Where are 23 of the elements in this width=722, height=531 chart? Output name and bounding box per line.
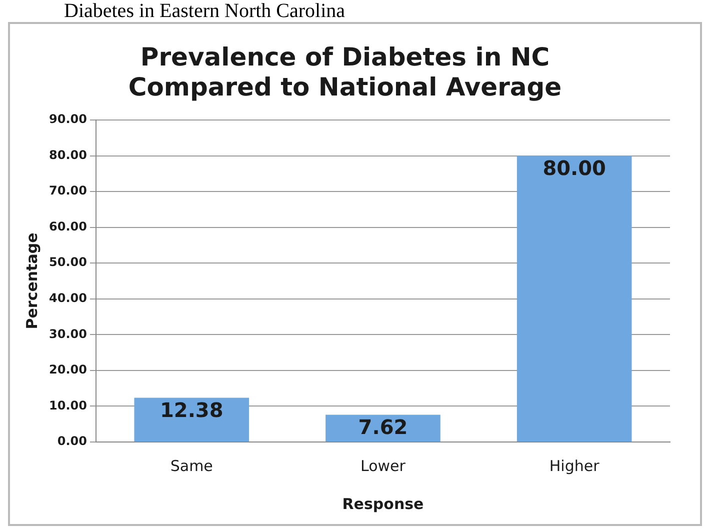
y-tick-label: 50.00 (48, 255, 87, 270)
y-tick-label: 90.00 (48, 112, 87, 126)
bar (134, 398, 250, 442)
y-tick-label: 10.00 (48, 398, 87, 412)
text: Diabetes in Eastern North Carolina (64, 0, 346, 22)
data-label: 7.62 (358, 414, 408, 439)
y-tick-label: 40.00 (48, 291, 87, 306)
y-tick-label: 30.00 (48, 326, 87, 341)
bar (516, 156, 632, 442)
x-axis-title: Response (342, 494, 424, 513)
y-tick-label: 70.00 (48, 184, 87, 198)
y-tick-label: 80.00 (48, 148, 87, 162)
y-tick-label: 0.00 (57, 434, 87, 448)
y-tick-label: 20.00 (48, 362, 87, 377)
chart-title: Prevalence of Diabetes in NC Compared to National Average (128, 42, 562, 102)
data-label: 12.38 (160, 398, 224, 422)
data-label: 80.00 (542, 156, 606, 180)
y-axis-title: Percentage (22, 232, 41, 330)
x-tick-label: Lower (360, 456, 406, 475)
x-tick-label: Same (170, 456, 213, 475)
y-tick-label: 60.00 (48, 219, 87, 234)
x-tick-label: Higher (549, 456, 600, 475)
bar (326, 414, 440, 442)
